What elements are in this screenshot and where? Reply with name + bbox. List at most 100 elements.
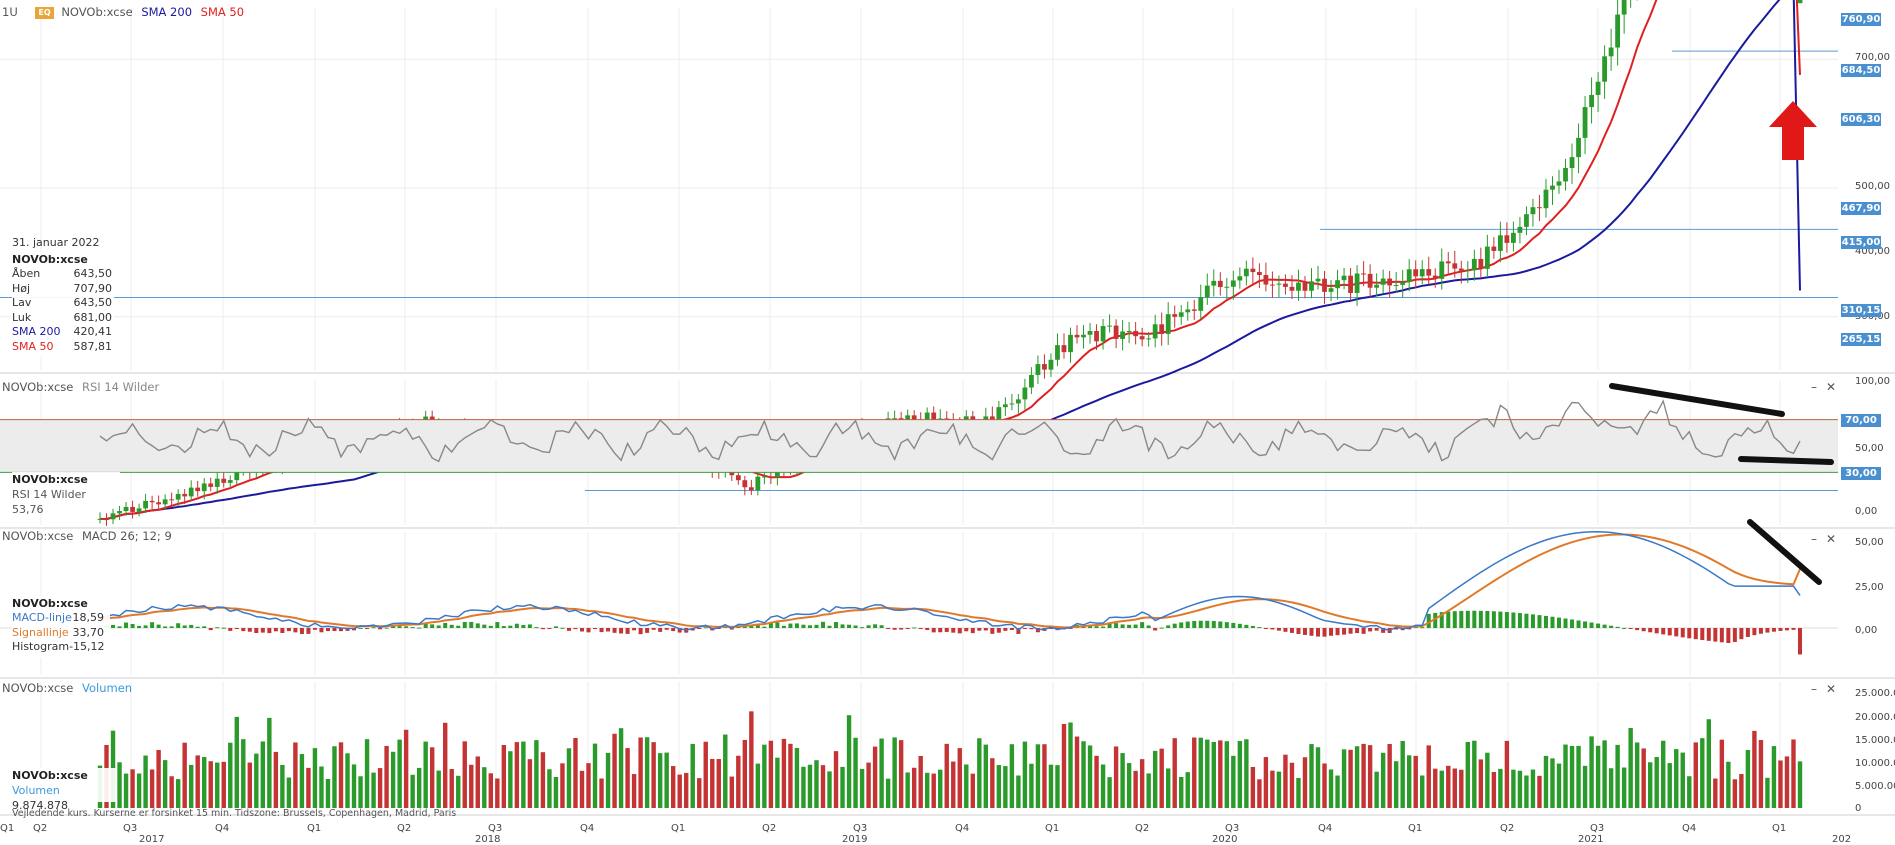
macd-histogram-bar bbox=[1687, 628, 1692, 639]
macd-histogram-bar bbox=[1674, 628, 1679, 637]
macd-histogram-bar bbox=[1029, 628, 1034, 630]
macd-histogram-bar bbox=[1244, 624, 1249, 628]
macd-histogram-bar bbox=[807, 625, 812, 628]
volume-minimize-button[interactable]: – bbox=[1811, 682, 1817, 696]
macd-histogram-bar bbox=[853, 625, 858, 628]
quarter-tick: Q3 bbox=[123, 823, 138, 834]
volume-info-symbol: NOVOb:xcse bbox=[12, 769, 88, 782]
volume-bar bbox=[794, 748, 800, 808]
macd-histogram-bar bbox=[1342, 628, 1347, 635]
volume-panel-indicator[interactable]: Volumen bbox=[82, 681, 133, 695]
volume-bar bbox=[697, 778, 702, 808]
volume-bar bbox=[208, 761, 213, 808]
quarter-tick: Q4 bbox=[1682, 823, 1697, 834]
candle-body bbox=[1432, 275, 1438, 279]
price-tick: 700,00 bbox=[1855, 52, 1890, 63]
volume-bar bbox=[1745, 749, 1751, 808]
volume-bar bbox=[1517, 770, 1523, 808]
price-tag: 310,15 bbox=[1841, 304, 1881, 317]
candle-body bbox=[1230, 280, 1236, 287]
volume-bar bbox=[1146, 773, 1151, 808]
volume-bar bbox=[566, 748, 572, 808]
macd-histogram-bar bbox=[938, 628, 943, 633]
volume-bar bbox=[1270, 770, 1275, 808]
macd-histogram-bar bbox=[1459, 610, 1464, 628]
macd-histogram-bar bbox=[456, 625, 461, 628]
volume-bar bbox=[1732, 779, 1738, 808]
timeframe-label[interactable]: 1U bbox=[2, 5, 18, 19]
sma200-legend[interactable]: SMA 200 bbox=[141, 5, 193, 19]
volume-bar bbox=[332, 746, 337, 808]
quarter-tick: Q4 bbox=[955, 823, 970, 834]
volume-bar bbox=[1576, 745, 1581, 808]
candle-body bbox=[1511, 232, 1516, 243]
quarter-tick: Q4 bbox=[1318, 823, 1333, 834]
macd-histogram-bar bbox=[781, 625, 786, 628]
rsi-band bbox=[0, 419, 1838, 473]
volume-bar bbox=[1309, 744, 1314, 808]
volume-bar bbox=[1797, 761, 1803, 808]
macd-panel-indicator[interactable]: MACD 26; 12; 9 bbox=[82, 529, 172, 543]
candle-body bbox=[1120, 331, 1126, 339]
volume-bar bbox=[1713, 778, 1718, 808]
quarter-tick: Q1 bbox=[1772, 823, 1787, 834]
volume-bar bbox=[286, 777, 292, 808]
macd-histogram-bar bbox=[1530, 614, 1535, 628]
candle-body bbox=[735, 475, 741, 481]
rsi-panel-indicator[interactable]: RSI 14 Wilder bbox=[82, 380, 160, 394]
volume-bar bbox=[1491, 771, 1497, 808]
macd-row-histogram: Histogram -15,12 bbox=[12, 640, 105, 653]
rsi-close-button[interactable]: ✕ bbox=[1826, 380, 1837, 394]
symbol-label[interactable]: NOVOb:xcse bbox=[61, 5, 133, 19]
volume-bar bbox=[1022, 741, 1028, 808]
macd-histogram-bar bbox=[1263, 628, 1268, 629]
volume-bar bbox=[443, 722, 448, 808]
candle-body bbox=[1061, 345, 1067, 353]
macd-histogram-bar bbox=[332, 628, 337, 632]
macd-histogram-bar bbox=[202, 626, 207, 628]
macd-histogram-bar bbox=[1296, 628, 1301, 634]
candle-body bbox=[742, 480, 748, 488]
macd-histogram-bar bbox=[319, 628, 324, 633]
candle-body bbox=[1471, 258, 1477, 271]
macd-histogram-bar bbox=[1648, 628, 1653, 633]
volume-bar bbox=[1231, 755, 1236, 808]
volume-bar bbox=[1654, 757, 1659, 808]
candle-body bbox=[1556, 181, 1562, 186]
macd-histogram-bar bbox=[365, 628, 370, 629]
candle-body bbox=[1081, 334, 1086, 338]
candle-body bbox=[1550, 185, 1555, 190]
candle-body bbox=[1074, 334, 1080, 338]
volume-bar bbox=[514, 742, 520, 808]
sma50-legend[interactable]: SMA 50 bbox=[200, 5, 245, 19]
volume-tick: 15.000.000 bbox=[1855, 735, 1895, 746]
volume-bar bbox=[977, 738, 982, 808]
macd-histogram-bar bbox=[951, 628, 956, 633]
macd-panel-symbol: NOVOb:xcse bbox=[2, 529, 74, 543]
macd-histogram-bar bbox=[1446, 611, 1451, 628]
macd-histogram-bar bbox=[645, 628, 650, 633]
volume-bar bbox=[605, 752, 611, 808]
macd-histogram-bar bbox=[573, 628, 578, 630]
volume-bar bbox=[1081, 741, 1086, 808]
macd-info-box: NOVOb:xcse MACD-linje 18,59 Signallinje 33… bbox=[12, 596, 110, 658]
price-tag: 415,00 bbox=[1841, 236, 1881, 249]
candle-body bbox=[1524, 214, 1529, 227]
macd-minimize-button[interactable]: – bbox=[1811, 532, 1817, 546]
macd-histogram-bar bbox=[1309, 628, 1314, 636]
macd-histogram-bar bbox=[423, 623, 428, 628]
macd-close-button[interactable]: ✕ bbox=[1826, 532, 1837, 546]
macd-histogram-bar bbox=[358, 627, 363, 629]
volume-bar bbox=[156, 749, 161, 808]
volume-bar bbox=[938, 769, 943, 808]
candle-body bbox=[924, 412, 930, 424]
volume-bar bbox=[416, 767, 422, 808]
volume-bar bbox=[801, 766, 806, 808]
rsi-minimize-button[interactable]: – bbox=[1811, 380, 1817, 394]
volume-close-button[interactable]: ✕ bbox=[1826, 682, 1837, 696]
volume-bar bbox=[1771, 746, 1777, 808]
candle-body bbox=[1133, 330, 1139, 337]
macd-histogram-bar bbox=[280, 628, 285, 634]
volume-bar bbox=[970, 773, 975, 808]
